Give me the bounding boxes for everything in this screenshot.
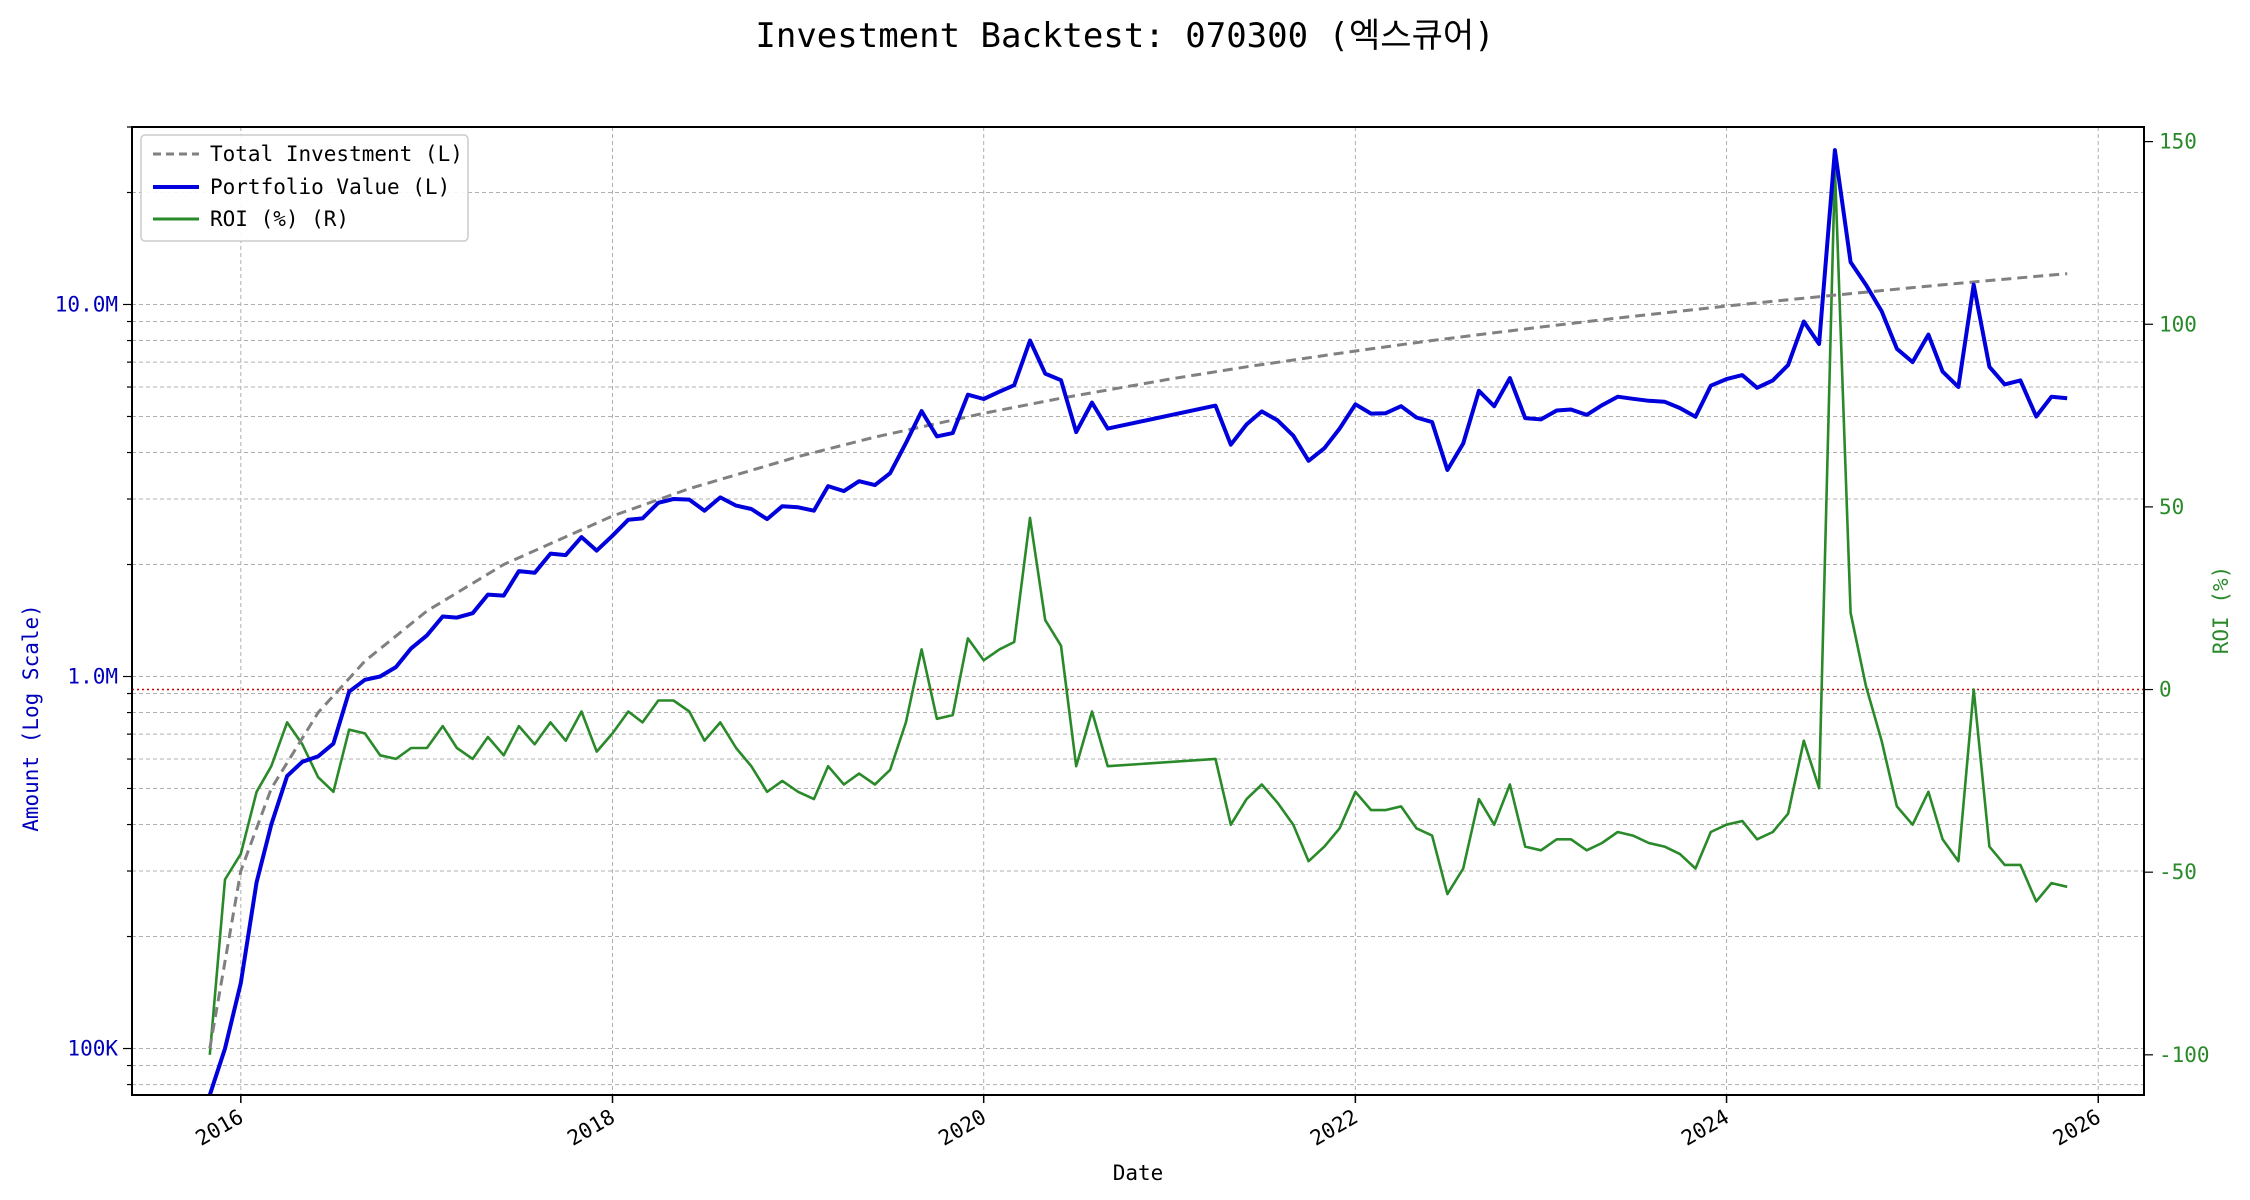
- y-right-tick-label-4: -50: [2159, 860, 2197, 884]
- y-left-tick-label-1: 1.0M: [67, 665, 118, 689]
- y-right-tick-label-5: -100: [2159, 1043, 2210, 1067]
- legend: Total Investment (L) Portfolio Value (L)…: [140, 134, 469, 242]
- series-line-total-investment: [208, 272, 2068, 1049]
- y-left-tick-label-0: 100K: [67, 1037, 118, 1061]
- x-tick-label-3: 2022: [1306, 1105, 1362, 1151]
- x-tick-label-1: 2018: [563, 1105, 619, 1151]
- y-axis-right: 150 100 50 0 -50 -100: [2144, 130, 2210, 1067]
- x-axis: 2016 2018 2020 2022 2024 2026: [192, 1095, 2105, 1151]
- x-tick-label-5: 2026: [2049, 1105, 2105, 1151]
- plot-area-frame: [131, 126, 2145, 1096]
- y-axis-left: 100K 1.0M 10.0M: [55, 126, 132, 1086]
- y-axis-left-label: Amount (Log Scale): [19, 604, 43, 832]
- legend-label-portfolio-value: Portfolio Value (L): [210, 175, 450, 199]
- series-line-portfolio-value: [207, 148, 2068, 1095]
- y-right-tick-label-3: 0: [2159, 678, 2172, 702]
- x-tick-label-4: 2024: [1677, 1105, 1733, 1151]
- y-right-tick-label-0: 150: [2159, 130, 2197, 154]
- x-tick-label-2: 2020: [934, 1105, 990, 1151]
- y-right-tick-label-1: 100: [2159, 312, 2197, 336]
- series-line-roi: [208, 165, 2068, 1055]
- x-tick-label-0: 2016: [192, 1105, 248, 1151]
- y-left-tick-label-2: 10.0M: [55, 292, 118, 316]
- legend-label-roi: ROI (%) (R): [210, 207, 349, 231]
- series-layer: [207, 148, 2068, 1095]
- y-axis-right-label: ROI (%): [2209, 566, 2233, 655]
- chart-title: Investment Backtest: 070300 (엑스큐어): [755, 16, 1494, 56]
- y-right-tick-label-2: 50: [2159, 495, 2184, 519]
- legend-box: [140, 134, 469, 242]
- x-axis-label: Date: [1113, 1161, 1164, 1185]
- legend-label-total-investment: Total Investment (L): [210, 142, 463, 166]
- grid-lines: [132, 126, 2144, 1095]
